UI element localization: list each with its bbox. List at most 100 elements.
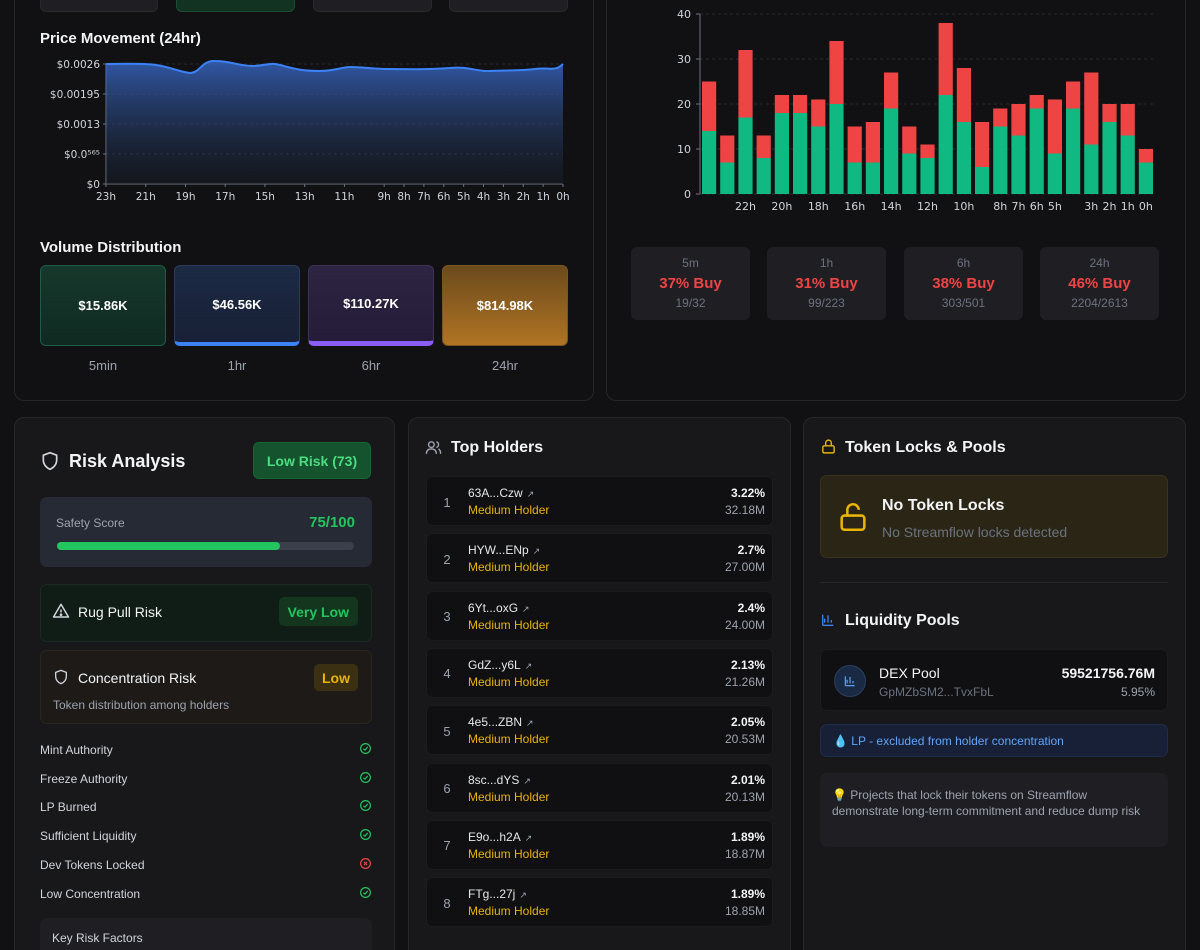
shield-icon [42,451,58,471]
sell-bar[interactable] [1011,104,1026,136]
holder-row[interactable]: 5 4e5...ZBN ↗ Medium Holder 2.05% 20.53M [426,705,773,756]
holder-row[interactable]: 1 63A...Czw ↗ Medium Holder 3.22% 32.18M [426,476,773,526]
external-link-icon[interactable]: ↗ [524,832,533,843]
external-link-icon[interactable]: ↗ [532,546,541,557]
holder-address-link[interactable]: FTg...27j ↗ [468,887,527,901]
buy-bar[interactable] [938,95,953,194]
buy-bar[interactable] [1029,108,1044,195]
buy-bar[interactable] [829,104,844,194]
sell-bar[interactable] [1102,104,1117,122]
users-icon [425,441,442,454]
holder-row[interactable]: 3 6Yt...oxG ↗ Medium Holder 2.4% 24.00M [426,590,773,641]
buy-bar[interactable] [774,113,789,194]
buy-ratio-counts: 19/32 [675,296,706,310]
buy-bar[interactable] [975,167,990,194]
sell-bar[interactable] [865,122,880,163]
buy-bar[interactable] [811,126,826,195]
sell-bar[interactable] [975,122,990,167]
holder-row[interactable]: 2 HYW...ENp ↗ Medium Holder 2.7% 27.00M [426,533,773,584]
sell-bar[interactable] [1084,72,1099,145]
external-link-icon[interactable]: ↗ [519,890,527,901]
sell-bar[interactable] [829,41,844,104]
buy-bar[interactable] [1084,144,1099,195]
sell-bar[interactable] [1029,95,1044,109]
sell-bar[interactable] [811,99,826,127]
holder-rank: 7 [443,838,451,854]
dex-pool-row[interactable]: DEX Pool GpMZbSM2...TvxFbL 59521756.76M … [820,649,1168,711]
sell-bar[interactable] [938,23,953,95]
holder-address-link[interactable]: GdZ...y6L ↗ [468,658,532,672]
holder-address: 4e5...ZBN [468,715,523,730]
buy-bar[interactable] [756,158,771,194]
sell-bar[interactable] [1047,99,1062,154]
bar-y-tick: 30 [677,53,691,66]
holder-address-link[interactable]: 4e5...ZBN ↗ [468,715,534,729]
price-y-tick: $0.0⁵⁶⁵ [64,149,100,161]
buy-bar[interactable] [1047,153,1062,195]
price-area [106,60,563,184]
buy-bar[interactable] [702,131,717,194]
buy-bar[interactable] [920,158,935,194]
holder-address-link[interactable]: 8sc...dYS ↗ [468,773,531,787]
sell-bar[interactable] [956,68,971,122]
buy-bar[interactable] [1138,162,1153,195]
holder-address-link[interactable]: HYW...ENp ↗ [468,543,540,557]
holder-row[interactable]: 6 8sc...dYS ↗ Medium Holder 2.01% 20.13M [426,762,773,813]
sell-bar[interactable] [756,135,771,159]
holder-address: 6Yt...oxG [468,600,519,615]
buy-bar[interactable] [738,117,753,195]
bar-x-tick: 1h [1121,200,1135,213]
sell-bar[interactable] [774,95,789,113]
sell-bar[interactable] [1066,81,1081,109]
buy-bar[interactable] [1066,108,1081,195]
buy-ratio-1h: 1h 31% Buy 99/223 [767,247,886,320]
holder-address-link[interactable]: E9o...h2A ↗ [468,830,532,844]
buy-bar[interactable] [1120,135,1135,195]
sell-bar[interactable] [884,72,899,109]
bar-x-tick: 8h [993,200,1007,213]
sell-bar[interactable] [1120,104,1135,136]
external-link-icon[interactable]: ↗ [522,603,530,614]
holder-address-link[interactable]: 6Yt...oxG ↗ [468,601,530,615]
sell-bar[interactable] [847,126,862,163]
buy-bar[interactable] [720,162,735,195]
price-x-tick: 0h [556,191,569,203]
sell-bar[interactable] [1138,149,1153,163]
holder-percent: 2.05% [730,715,765,730]
sell-bar[interactable] [720,135,735,163]
liquidity-pools-section [820,582,1168,852]
buy-bar[interactable] [1102,122,1117,194]
buy-sell-bar-chart: 0 10 20 30 40 22h 20h 18h 16h 14h 12h 10h 8h 7h 6h 5h 3… [677,8,1155,213]
buy-bar[interactable] [865,162,880,195]
sell-bar[interactable] [793,95,808,113]
sell-bar[interactable] [902,126,917,154]
external-link-icon[interactable]: ↗ [526,718,534,729]
buy-bar[interactable] [956,122,971,194]
external-link-icon[interactable]: ↗ [523,775,531,786]
buy-bar[interactable] [993,126,1008,195]
holder-amount: 18.85M [724,904,765,919]
holder-amount: 20.13M [724,789,765,804]
buy-bar[interactable] [902,153,917,195]
sell-bar[interactable] [993,108,1008,127]
holder-tag: Medium Holder [468,904,550,919]
holder-amount: 27.00M [724,560,765,575]
holder-row[interactable]: 7 E9o...h2A ↗ Medium Holder 1.89% 18.87M [426,819,773,870]
holder-row[interactable]: 4 GdZ...y6L ↗ Medium Holder 2.13% 21.26M [426,647,773,698]
sell-bar[interactable] [920,144,935,159]
sell-bar[interactable] [738,50,753,118]
external-link-icon[interactable]: ↗ [524,660,533,671]
holder-percent: 3.22% [730,486,765,500]
buy-bar[interactable] [1011,135,1026,195]
buy-ratio-period: 6h [956,256,971,270]
buy-bar[interactable] [847,162,862,195]
external-link-icon[interactable]: ↗ [526,489,535,499]
price-x-tick: 17h [215,191,235,203]
buy-bar[interactable] [884,108,899,195]
buy-bar[interactable] [793,113,808,194]
rug-pull-card: Rug Pull Risk Very Low [40,584,372,642]
sell-bar[interactable] [702,81,717,132]
holder-address-link[interactable]: 63A...Czw ↗ [468,486,534,500]
top-holders-title: Top Holders [451,439,544,456]
holder-row[interactable]: 8 FTg...27j ↗ Medium Holder 1.89% 18.85M [426,877,773,928]
